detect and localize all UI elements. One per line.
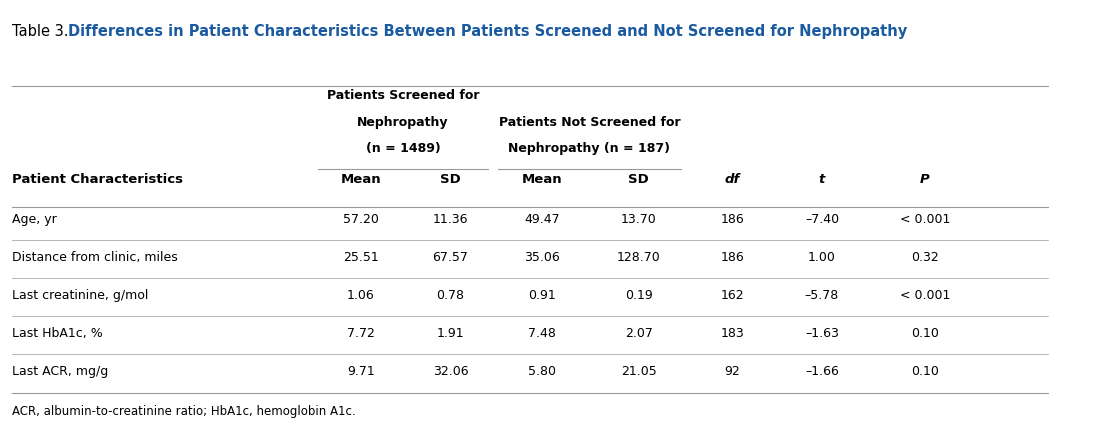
Text: 57.20: 57.20	[343, 213, 378, 226]
Text: SD: SD	[440, 173, 461, 186]
Text: 0.32: 0.32	[911, 251, 939, 264]
Text: 21.05: 21.05	[620, 365, 657, 378]
Text: < 0.001: < 0.001	[900, 289, 950, 302]
Text: ACR, albumin-to-creatinine ratio; HbA1c, hemoglobin A1c.: ACR, albumin-to-creatinine ratio; HbA1c,…	[12, 405, 355, 418]
Text: SD: SD	[628, 173, 649, 186]
Text: Table 3.: Table 3.	[12, 24, 73, 39]
Text: 7.72: 7.72	[346, 327, 375, 340]
Text: Nephropathy (n = 187): Nephropathy (n = 187)	[508, 142, 671, 155]
Text: 1.00: 1.00	[808, 251, 836, 264]
Text: 67.57: 67.57	[432, 251, 469, 264]
Text: 1.06: 1.06	[346, 289, 375, 302]
Text: –1.66: –1.66	[805, 365, 839, 378]
Text: 32.06: 32.06	[432, 365, 469, 378]
Text: 128.70: 128.70	[617, 251, 660, 264]
Text: Differences in Patient Characteristics Between Patients Screened and Not Screene: Differences in Patient Characteristics B…	[68, 24, 907, 39]
Text: 0.10: 0.10	[911, 365, 939, 378]
Text: df: df	[725, 173, 740, 186]
Text: 162: 162	[720, 289, 744, 302]
Text: 7.48: 7.48	[528, 327, 556, 340]
Text: Patients Screened for: Patients Screened for	[327, 89, 480, 102]
Text: 11.36: 11.36	[432, 213, 469, 226]
Text: 0.91: 0.91	[528, 289, 556, 302]
Text: Patients Not Screened for: Patients Not Screened for	[498, 116, 680, 129]
Text: 35.06: 35.06	[524, 251, 560, 264]
Text: 5.80: 5.80	[528, 365, 556, 378]
Text: 0.19: 0.19	[625, 289, 652, 302]
Text: (n = 1489): (n = 1489)	[365, 142, 440, 155]
Text: –1.63: –1.63	[805, 327, 839, 340]
Text: Patient Characteristics: Patient Characteristics	[12, 173, 183, 186]
Text: 183: 183	[720, 327, 744, 340]
Text: Distance from clinic, miles: Distance from clinic, miles	[12, 251, 178, 264]
Text: 13.70: 13.70	[620, 213, 657, 226]
Text: 9.71: 9.71	[346, 365, 375, 378]
Text: 0.10: 0.10	[911, 327, 939, 340]
Text: 1.91: 1.91	[437, 327, 464, 340]
Text: 25.51: 25.51	[343, 251, 378, 264]
Text: –5.78: –5.78	[805, 289, 839, 302]
Text: Last creatinine, g/mol: Last creatinine, g/mol	[12, 289, 148, 302]
Text: 186: 186	[720, 251, 744, 264]
Text: t: t	[818, 173, 825, 186]
Text: 49.47: 49.47	[524, 213, 560, 226]
Text: Age, yr: Age, yr	[12, 213, 57, 226]
Text: Nephropathy: Nephropathy	[358, 116, 449, 129]
Text: < 0.001: < 0.001	[900, 213, 950, 226]
Text: 186: 186	[720, 213, 744, 226]
Text: Mean: Mean	[521, 173, 562, 186]
Text: 2.07: 2.07	[625, 327, 652, 340]
Text: Last ACR, mg/g: Last ACR, mg/g	[12, 365, 108, 378]
Text: 0.78: 0.78	[437, 289, 464, 302]
Text: P: P	[920, 173, 929, 186]
Text: 92: 92	[724, 365, 740, 378]
Text: Mean: Mean	[340, 173, 381, 186]
Text: Last HbA1c, %: Last HbA1c, %	[12, 327, 102, 340]
Text: –7.40: –7.40	[805, 213, 839, 226]
